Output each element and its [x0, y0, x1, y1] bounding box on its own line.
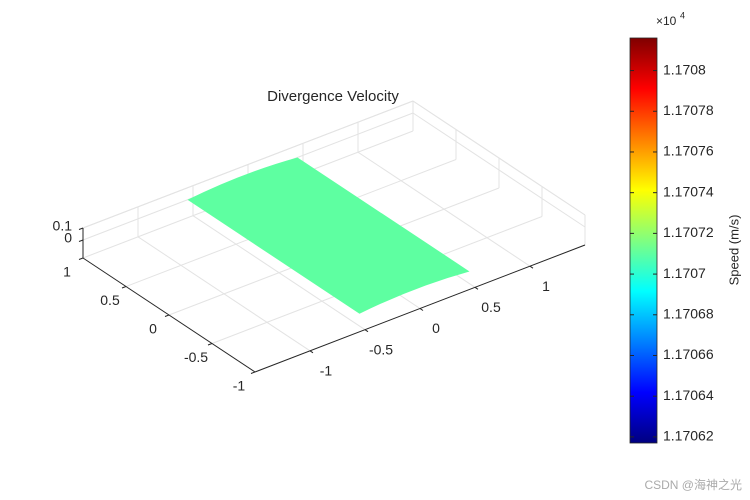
x-tick-label: 0.5	[481, 299, 501, 315]
x-tick-label: -1	[320, 363, 333, 379]
colorbar-tick-label: 1.17068	[663, 305, 714, 321]
z-tick	[78, 239, 84, 242]
x-tick	[529, 265, 534, 269]
x-tick	[309, 350, 314, 354]
colorbar	[629, 37, 658, 444]
colorbar-scale-power: 4	[680, 10, 685, 20]
x-tick-label: -0.5	[369, 341, 393, 357]
y-tick-label: 0.5	[100, 292, 120, 308]
colorbar-tick-label: 1.17076	[663, 143, 714, 159]
y-tick-label: 0	[149, 321, 157, 337]
watermark: CSDN @海神之光	[644, 477, 742, 492]
colorbar-tick-label: 1.17066	[663, 346, 714, 362]
colorbar-tick-label: 1.17074	[663, 183, 714, 199]
colorbar-tick-label: 1.17078	[663, 102, 714, 118]
colorbar-tick-label: 1.1708	[663, 61, 706, 77]
grid-line	[82, 100, 414, 229]
x-tick-label: 0	[432, 320, 440, 336]
colorbar-tick-label: 1.1707	[663, 265, 706, 281]
y-tick	[207, 343, 213, 346]
z-tick-label: 0	[64, 230, 72, 246]
grid-line	[412, 112, 586, 228]
y-tick	[121, 286, 127, 289]
colorbar-tick-label: 1.17064	[663, 387, 714, 403]
colorbar-label: Speed (m/s)	[726, 215, 741, 286]
x-tick	[364, 329, 369, 333]
y-tick	[78, 257, 84, 260]
y-tick-label: -1	[233, 378, 246, 394]
colorbar-tick-label: 1.17062	[663, 428, 714, 444]
y-tick	[164, 314, 170, 317]
z-tick	[78, 227, 84, 230]
colorbar-scale-base: ×10	[656, 14, 677, 28]
z-tick-label: 0.1	[53, 218, 73, 234]
x-tick-label: 1	[542, 278, 550, 294]
colorbar-tick-label: 1.17072	[663, 224, 714, 240]
surface	[187, 157, 470, 314]
y-tick-label: -0.5	[184, 349, 208, 365]
grid-line	[412, 100, 586, 216]
y-tick-label: 1	[63, 264, 71, 280]
x-tick	[474, 286, 479, 290]
x-tick	[419, 308, 424, 311]
y-tick	[250, 371, 256, 374]
chart-title: Divergence Velocity	[267, 88, 399, 105]
